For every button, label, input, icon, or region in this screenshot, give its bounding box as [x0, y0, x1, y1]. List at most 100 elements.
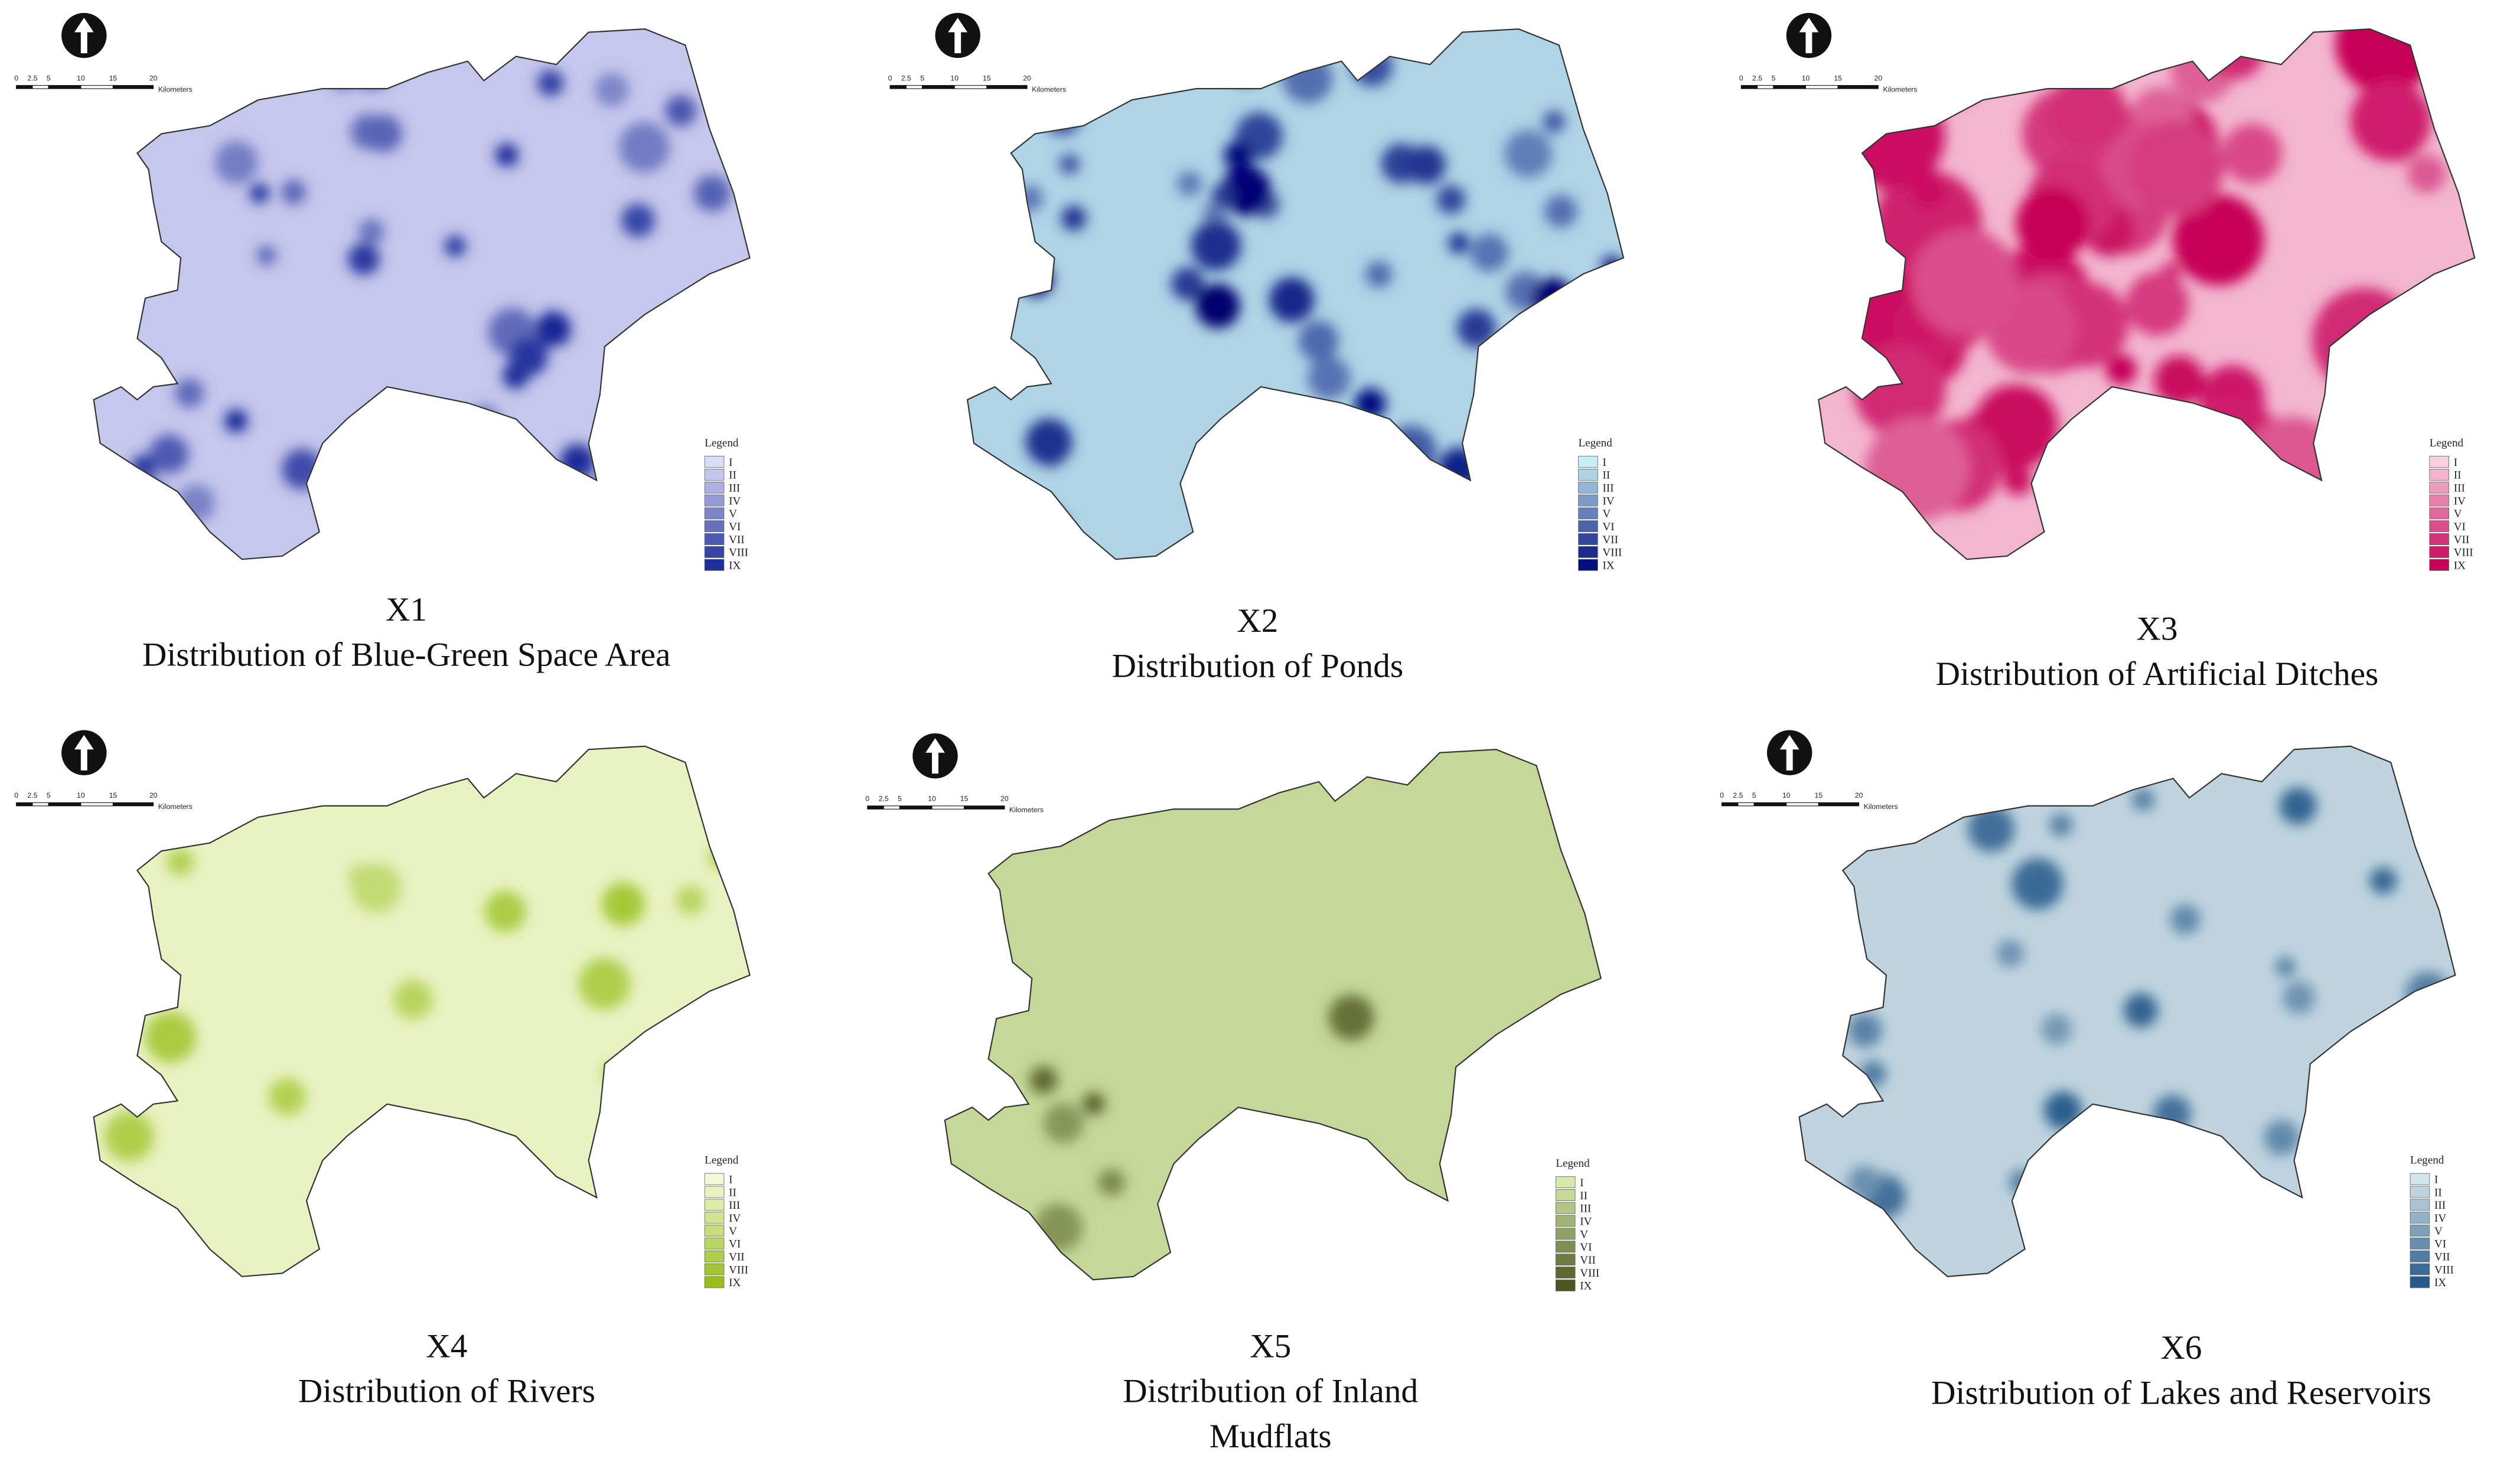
- scale-label: 15: [1834, 74, 1842, 82]
- hotspot: [1847, 1166, 1881, 1199]
- hotspot: [2401, 324, 2430, 353]
- scale-unit: Kilometers: [158, 802, 193, 811]
- legend-label: VIII: [1580, 1267, 1599, 1280]
- hotspot: [145, 1012, 196, 1063]
- legend-title: Legend: [1556, 1157, 1590, 1170]
- legend-label: VII: [1580, 1254, 1596, 1267]
- hotspot: [2097, 750, 2118, 772]
- scale-segment: [905, 85, 923, 89]
- legend-swatch: [2410, 1250, 2430, 1262]
- legend-label: VII: [729, 534, 745, 546]
- hotspot: [2208, 29, 2264, 80]
- hotspot: [2405, 971, 2451, 1017]
- scale-segment: [32, 802, 49, 807]
- scale-segment: [931, 805, 965, 810]
- hotspot: [224, 409, 248, 433]
- panel-id: X6: [2160, 1329, 2202, 1366]
- scale-label: 15: [109, 74, 118, 82]
- scale-label: 5: [47, 791, 51, 800]
- hotspot: [2154, 355, 2205, 406]
- hotspot: [1996, 939, 2025, 968]
- hotspot: [1848, 1013, 1882, 1048]
- legend-label: V: [1580, 1228, 1588, 1241]
- legend-swatch: [704, 1199, 725, 1211]
- hotspot: [468, 404, 501, 437]
- hotspot: [1968, 805, 2014, 852]
- north-arrow-head: [925, 738, 945, 774]
- hotspot: [1098, 1169, 1125, 1196]
- hotspot: [256, 245, 277, 266]
- scale-unit: Kilometers: [1883, 86, 1917, 94]
- hotspot: [1391, 478, 1429, 515]
- hotspot: [149, 434, 189, 474]
- legend-label: V: [729, 508, 737, 520]
- legend-label: IV: [729, 495, 741, 507]
- north-arrow-head: [74, 18, 94, 54]
- hotspot: [128, 495, 163, 531]
- hotspot: [697, 368, 729, 402]
- scale-label: 15: [109, 791, 118, 800]
- hotspot: [1547, 330, 1567, 351]
- panel-id: X2: [1237, 602, 1278, 640]
- legend-label: VI: [2454, 521, 2466, 533]
- hotspot: [2332, 1185, 2379, 1233]
- scale-label: 10: [950, 74, 959, 82]
- hotspot: [621, 203, 655, 237]
- hotspot: [1470, 233, 1509, 272]
- scale-segment: [112, 802, 154, 807]
- hotspot: [1448, 232, 1470, 254]
- scale-segment: [48, 802, 81, 807]
- hotspot: [1418, 1215, 1440, 1237]
- panel-id: X1: [386, 591, 427, 628]
- hotspot: [2243, 503, 2285, 545]
- legend-label: III: [729, 1199, 740, 1212]
- legend-swatch: [1555, 1176, 1576, 1189]
- legend-label: IV: [2434, 1212, 2446, 1225]
- hotspot: [1914, 753, 1964, 803]
- legend-swatch: [704, 1225, 725, 1236]
- scale-segment: [1737, 802, 1755, 807]
- legend-swatch: [1555, 1267, 1576, 1278]
- legend-label: VII: [729, 1251, 745, 1264]
- scale-label: 20: [1000, 795, 1009, 803]
- scale-label: 5: [47, 74, 51, 82]
- legend-label: V: [2434, 1225, 2443, 1238]
- scale-label: 0: [1739, 74, 1743, 82]
- legend-label: I: [1603, 456, 1606, 469]
- hotspot: [1911, 174, 1947, 210]
- hotspot: [2124, 993, 2159, 1028]
- hotspot: [1504, 129, 1553, 178]
- hotspot: [495, 143, 519, 167]
- legend-label: VIII: [1603, 547, 1622, 559]
- legend-label: VI: [2434, 1238, 2446, 1251]
- hotspot: [2128, 120, 2224, 216]
- scale-segment: [899, 805, 933, 810]
- hotspot: [347, 243, 380, 275]
- hotspot: [2264, 1120, 2300, 1156]
- hotspot: [1308, 357, 1351, 400]
- legend-swatch: [1578, 481, 1598, 494]
- hotspot: [710, 293, 742, 326]
- legend-label: VII: [2434, 1251, 2450, 1264]
- scale-unit: Kilometers: [1032, 86, 1066, 94]
- legend-swatch: [1578, 456, 1598, 468]
- hotspot: [1029, 1066, 1058, 1094]
- legend-label: II: [2434, 1186, 2442, 1199]
- legend-title: Legend: [2430, 437, 2464, 449]
- north-arrow-head: [948, 18, 968, 54]
- legend-swatch: [2429, 468, 2449, 481]
- hotspot: [133, 482, 167, 515]
- hotspot: [2125, 272, 2189, 336]
- hotspot: [1865, 417, 1970, 521]
- legend-label: IV: [1603, 495, 1615, 507]
- hotspot: [676, 885, 706, 915]
- legend-label: III: [2434, 1199, 2446, 1212]
- hotspot: [2394, 300, 2441, 348]
- scale-segment: [883, 805, 900, 810]
- hotspot: [351, 863, 402, 913]
- legend-swatch: [1578, 533, 1598, 545]
- hotspot: [393, 980, 433, 1019]
- legend-swatch: [2429, 533, 2449, 545]
- legend-label: II: [1603, 469, 1611, 482]
